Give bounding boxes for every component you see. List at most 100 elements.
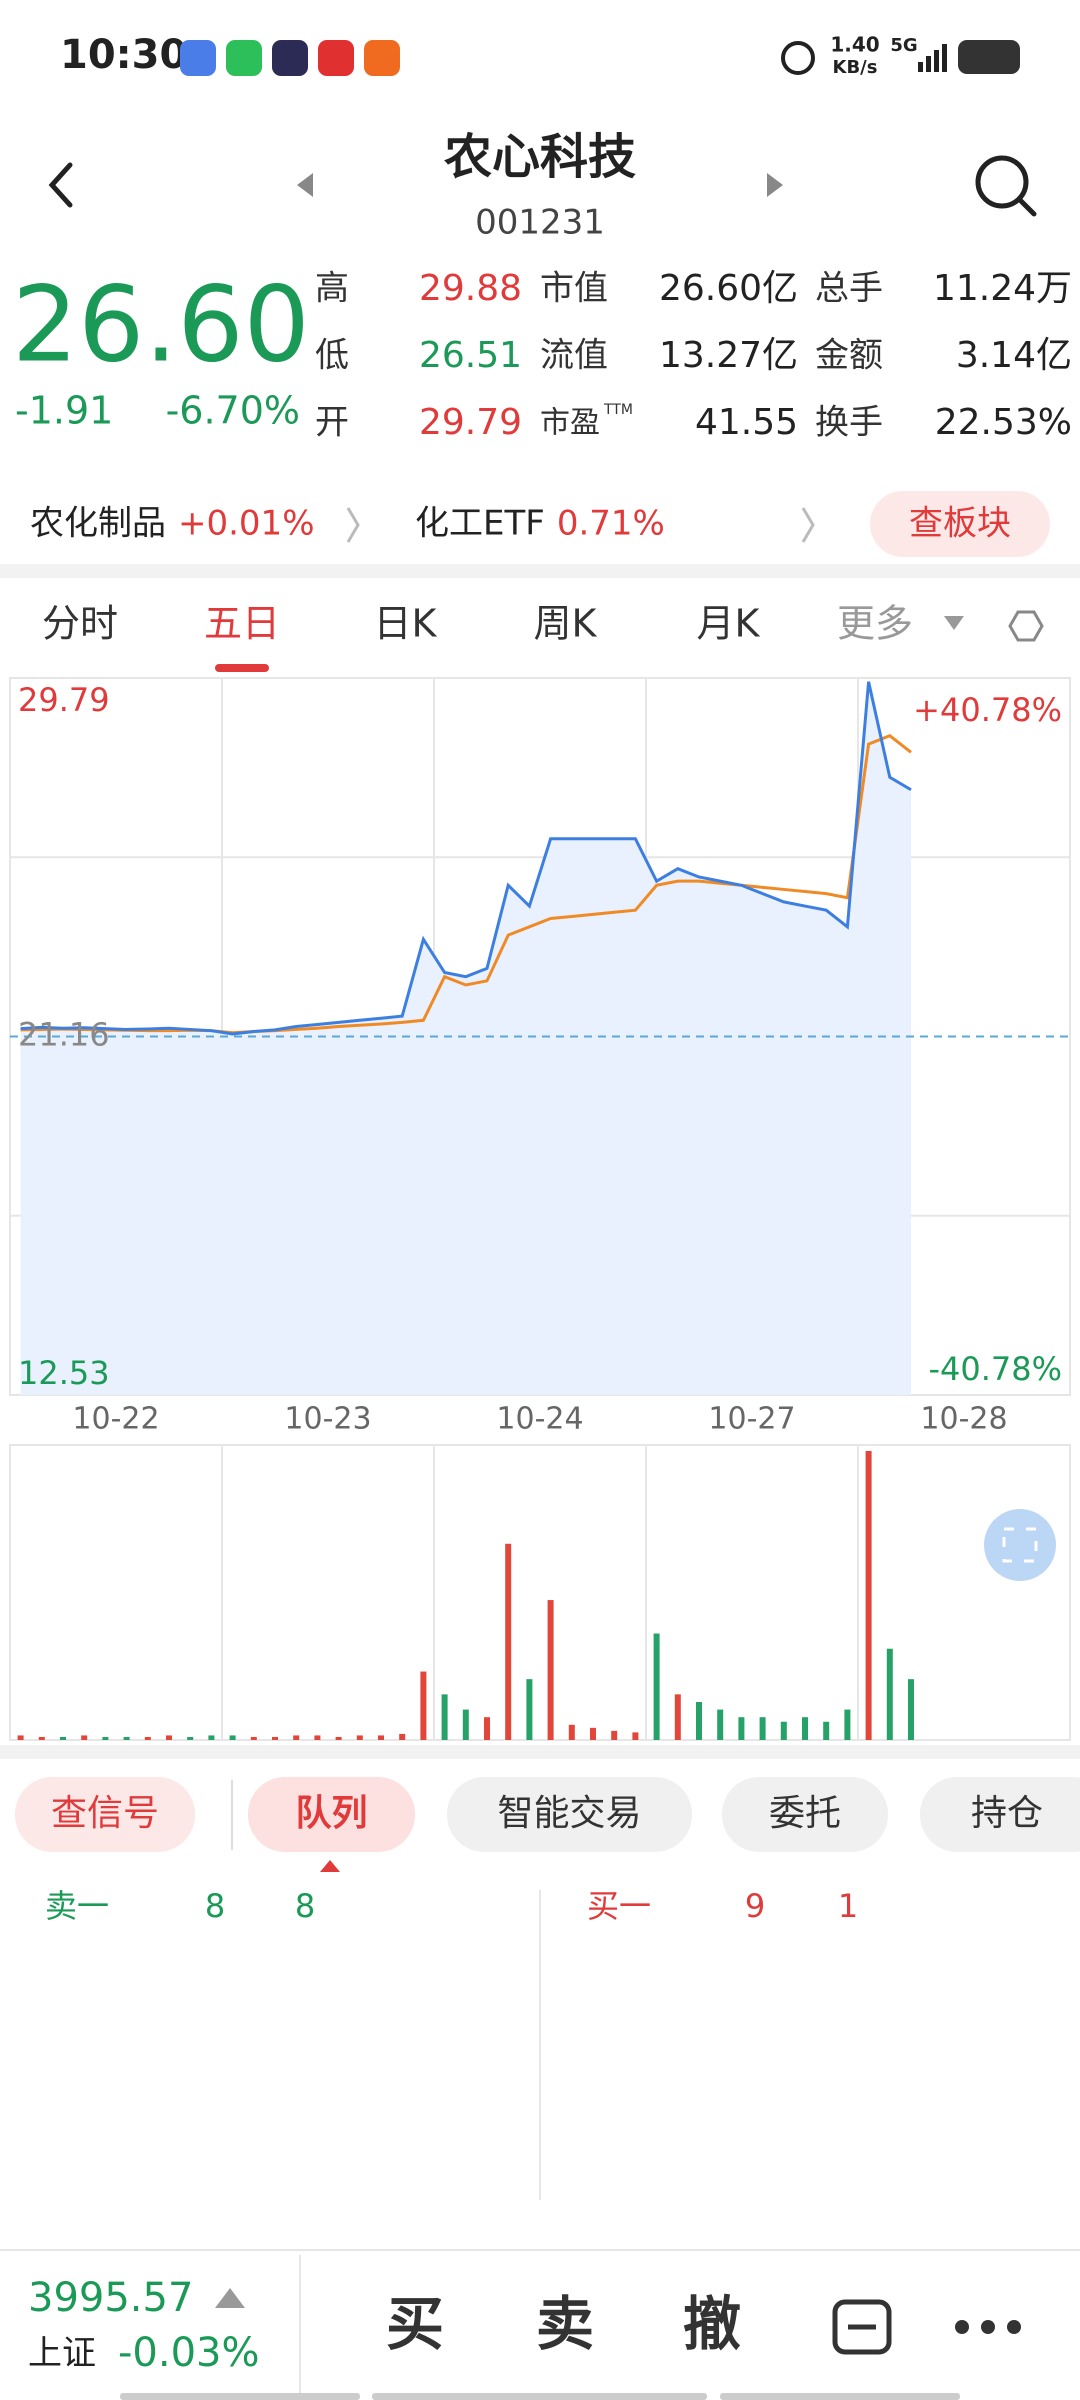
- volume-bar: [526, 1679, 533, 1740]
- sector-button-label: 查板块: [909, 504, 1011, 544]
- sell-value: 8: [205, 1887, 225, 1925]
- volume-bar: [590, 1727, 596, 1740]
- app-icon: [364, 40, 400, 76]
- volume-bar: [356, 1735, 363, 1740]
- chevron: [346, 507, 360, 543]
- stat-value: 29.88: [419, 268, 522, 309]
- volume-bar: [38, 1736, 45, 1740]
- stat-value: 22.53%: [935, 402, 1072, 443]
- stat-label: 开: [315, 403, 349, 443]
- next-stock[interactable]: [767, 173, 783, 197]
- action-pill[interactable]: [15, 1777, 195, 1852]
- active-indicator: [320, 1860, 340, 1872]
- action-pill[interactable]: [248, 1777, 415, 1852]
- y2-tick-label: +40.78%: [913, 691, 1062, 729]
- stat-label: 换手: [815, 403, 883, 443]
- stat-label: 市值: [540, 269, 608, 309]
- tab[interactable]: 日K: [374, 602, 438, 646]
- tab[interactable]: 周K: [534, 602, 598, 646]
- action-pill[interactable]: [722, 1777, 888, 1852]
- tab[interactable]: 分时: [42, 602, 118, 646]
- tab[interactable]: 月K: [697, 602, 761, 646]
- signal-icon: [918, 44, 947, 72]
- stat-label: 高: [315, 269, 349, 309]
- sell-button[interactable]: 卖: [536, 2290, 594, 2358]
- volume-bar: [738, 1717, 745, 1740]
- stat-label: 总手: [815, 269, 883, 309]
- volume-bar: [123, 1736, 130, 1740]
- volume-bar: [187, 1736, 194, 1740]
- buy-button[interactable]: 买: [386, 2290, 444, 2358]
- search-button[interactable]: [975, 155, 1037, 217]
- action-pill[interactable]: [920, 1777, 1080, 1852]
- action-label: 查信号: [51, 1793, 159, 1834]
- action-label: 智能交易: [497, 1793, 641, 1834]
- volume-bar: [674, 1694, 681, 1740]
- more-arrow: [944, 616, 964, 630]
- action-label: 持仓: [971, 1793, 1043, 1834]
- volume-bar: [484, 1717, 490, 1740]
- volume-bar: [802, 1717, 808, 1740]
- volume-bar: [60, 1736, 66, 1740]
- buy-value: 9: [745, 1887, 765, 1925]
- stat-label-sup: TTM: [603, 402, 633, 418]
- stat-value: 13.27亿: [659, 335, 798, 376]
- cancel-button[interactable]: 撤: [683, 2290, 741, 2358]
- stat-value: 26.60亿: [659, 268, 798, 309]
- volume-bar: [632, 1732, 639, 1740]
- sell-label: 卖一: [45, 1887, 109, 1925]
- sector-change: 0.71%: [557, 504, 665, 544]
- volume-bar: [399, 1733, 406, 1740]
- divider: [0, 564, 1080, 578]
- volume-bar: [420, 1671, 427, 1740]
- volume-bar: [81, 1735, 88, 1740]
- app-icon: [226, 40, 262, 76]
- volume-bar: [441, 1694, 448, 1740]
- chevron: [801, 507, 815, 543]
- collapse-button[interactable]: [832, 2299, 892, 2355]
- y-tick-label: 12.53: [18, 1354, 110, 1392]
- x-tick-label: 10-27: [708, 1402, 795, 1437]
- expand-button[interactable]: [984, 1509, 1056, 1581]
- volume-bar: [144, 1736, 151, 1740]
- volume-bar: [865, 1451, 872, 1740]
- action-label: 委托: [769, 1793, 841, 1834]
- x-tick-label: 10-28: [920, 1402, 1007, 1437]
- volume-bar: [611, 1730, 618, 1740]
- stat-value: 3.14亿: [956, 335, 1072, 376]
- stock-code: 001231: [475, 203, 605, 243]
- sector-name[interactable]: 农化制品: [30, 504, 166, 544]
- prev-stock[interactable]: [297, 173, 313, 197]
- app-icon: [180, 40, 216, 76]
- volume-bar: [208, 1735, 215, 1740]
- action-label: 队列: [295, 1793, 367, 1834]
- stat-label: 流值: [540, 336, 608, 376]
- back-button[interactable]: [48, 162, 73, 208]
- index-name: 上证: [28, 2334, 96, 2374]
- scroll-indicator: [372, 2393, 707, 2400]
- tab[interactable]: 更多: [837, 602, 913, 646]
- sector-name[interactable]: 化工ETF: [415, 504, 545, 544]
- more-button[interactable]: [955, 2320, 1021, 2334]
- volume-bar: [102, 1736, 109, 1740]
- settings-button[interactable]: [1008, 610, 1044, 642]
- action-pill[interactable]: [447, 1777, 692, 1852]
- x-tick-label: 10-24: [496, 1402, 583, 1437]
- price-change: -1.91: [15, 389, 113, 433]
- volume-bar: [886, 1648, 893, 1740]
- volume-bar: [293, 1735, 300, 1740]
- net-speed-unit: KB/s: [833, 57, 878, 78]
- tab[interactable]: 五日: [204, 602, 280, 646]
- volume-bar: [505, 1543, 512, 1740]
- battery-icon: [958, 40, 1020, 74]
- volume-bar: [823, 1721, 830, 1740]
- x-tick-label: 10-22: [72, 1402, 159, 1437]
- volume-bar: [314, 1735, 321, 1740]
- volume-bar: [568, 1724, 575, 1740]
- scroll-indicator: [720, 2393, 960, 2400]
- stat-value: 29.79: [419, 402, 522, 443]
- stock-name: 农心科技: [444, 129, 636, 185]
- sector-button[interactable]: [870, 491, 1050, 557]
